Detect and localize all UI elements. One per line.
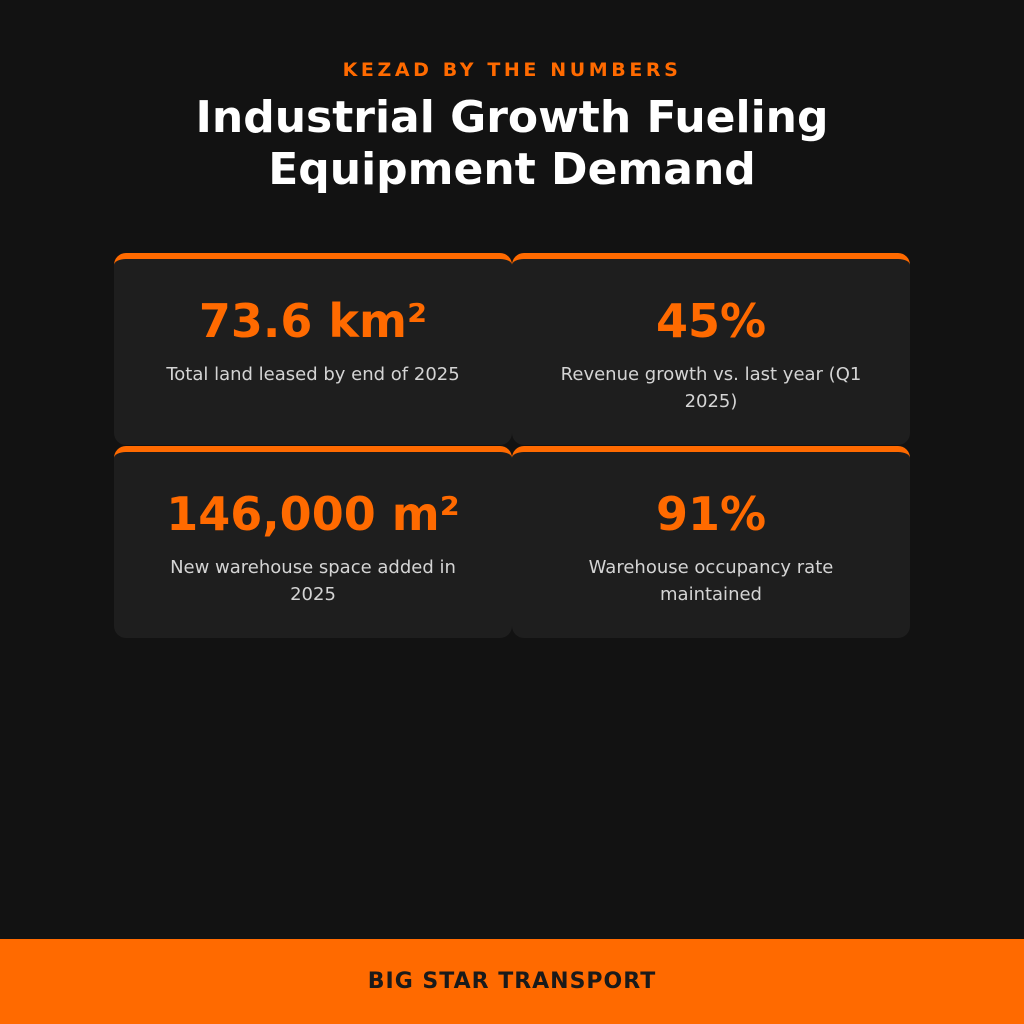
stat-label: Warehouse occupancy rate maintained [588, 557, 834, 605]
eyebrow-label: KEZAD BY THE NUMBERS [342, 59, 682, 81]
footer-bar: BIG STAR TRANSPORT [0, 939, 1024, 1024]
stat-card-revenue-growth: 45% Revenue growth vs. last year (Q1 202… [512, 253, 910, 445]
stat-label: New warehouse space added in 2025 [170, 557, 456, 605]
stat-value: 45% [655, 294, 767, 348]
stats-grid: 73.6 km² Total land leased by end of 202… [114, 253, 910, 638]
stat-card-warehouse-space: 146,000 m² New warehouse space added in … [114, 446, 512, 638]
stat-label: Total land leased by end of 2025 [166, 364, 460, 385]
title-line-2: Equipment Demand [268, 144, 756, 195]
stat-value: 73.6 km² [198, 294, 428, 348]
stat-label: Revenue growth vs. last year (Q1 2025) [560, 364, 862, 412]
stat-value: 146,000 m² [166, 487, 460, 541]
brand-name: BIG STAR TRANSPORT [367, 969, 657, 994]
stat-value: 91% [655, 487, 767, 541]
stat-card-land-leased: 73.6 km² Total land leased by end of 202… [114, 253, 512, 445]
stat-card-occupancy-rate: 91% Warehouse occupancy rate maintained [512, 446, 910, 638]
header: KEZAD BY THE NUMBERS Industrial Growth F… [0, 58, 1024, 196]
title-line-1: Industrial Growth Fueling [195, 92, 829, 143]
page-title: Industrial Growth Fueling Equipment Dema… [0, 92, 1024, 196]
